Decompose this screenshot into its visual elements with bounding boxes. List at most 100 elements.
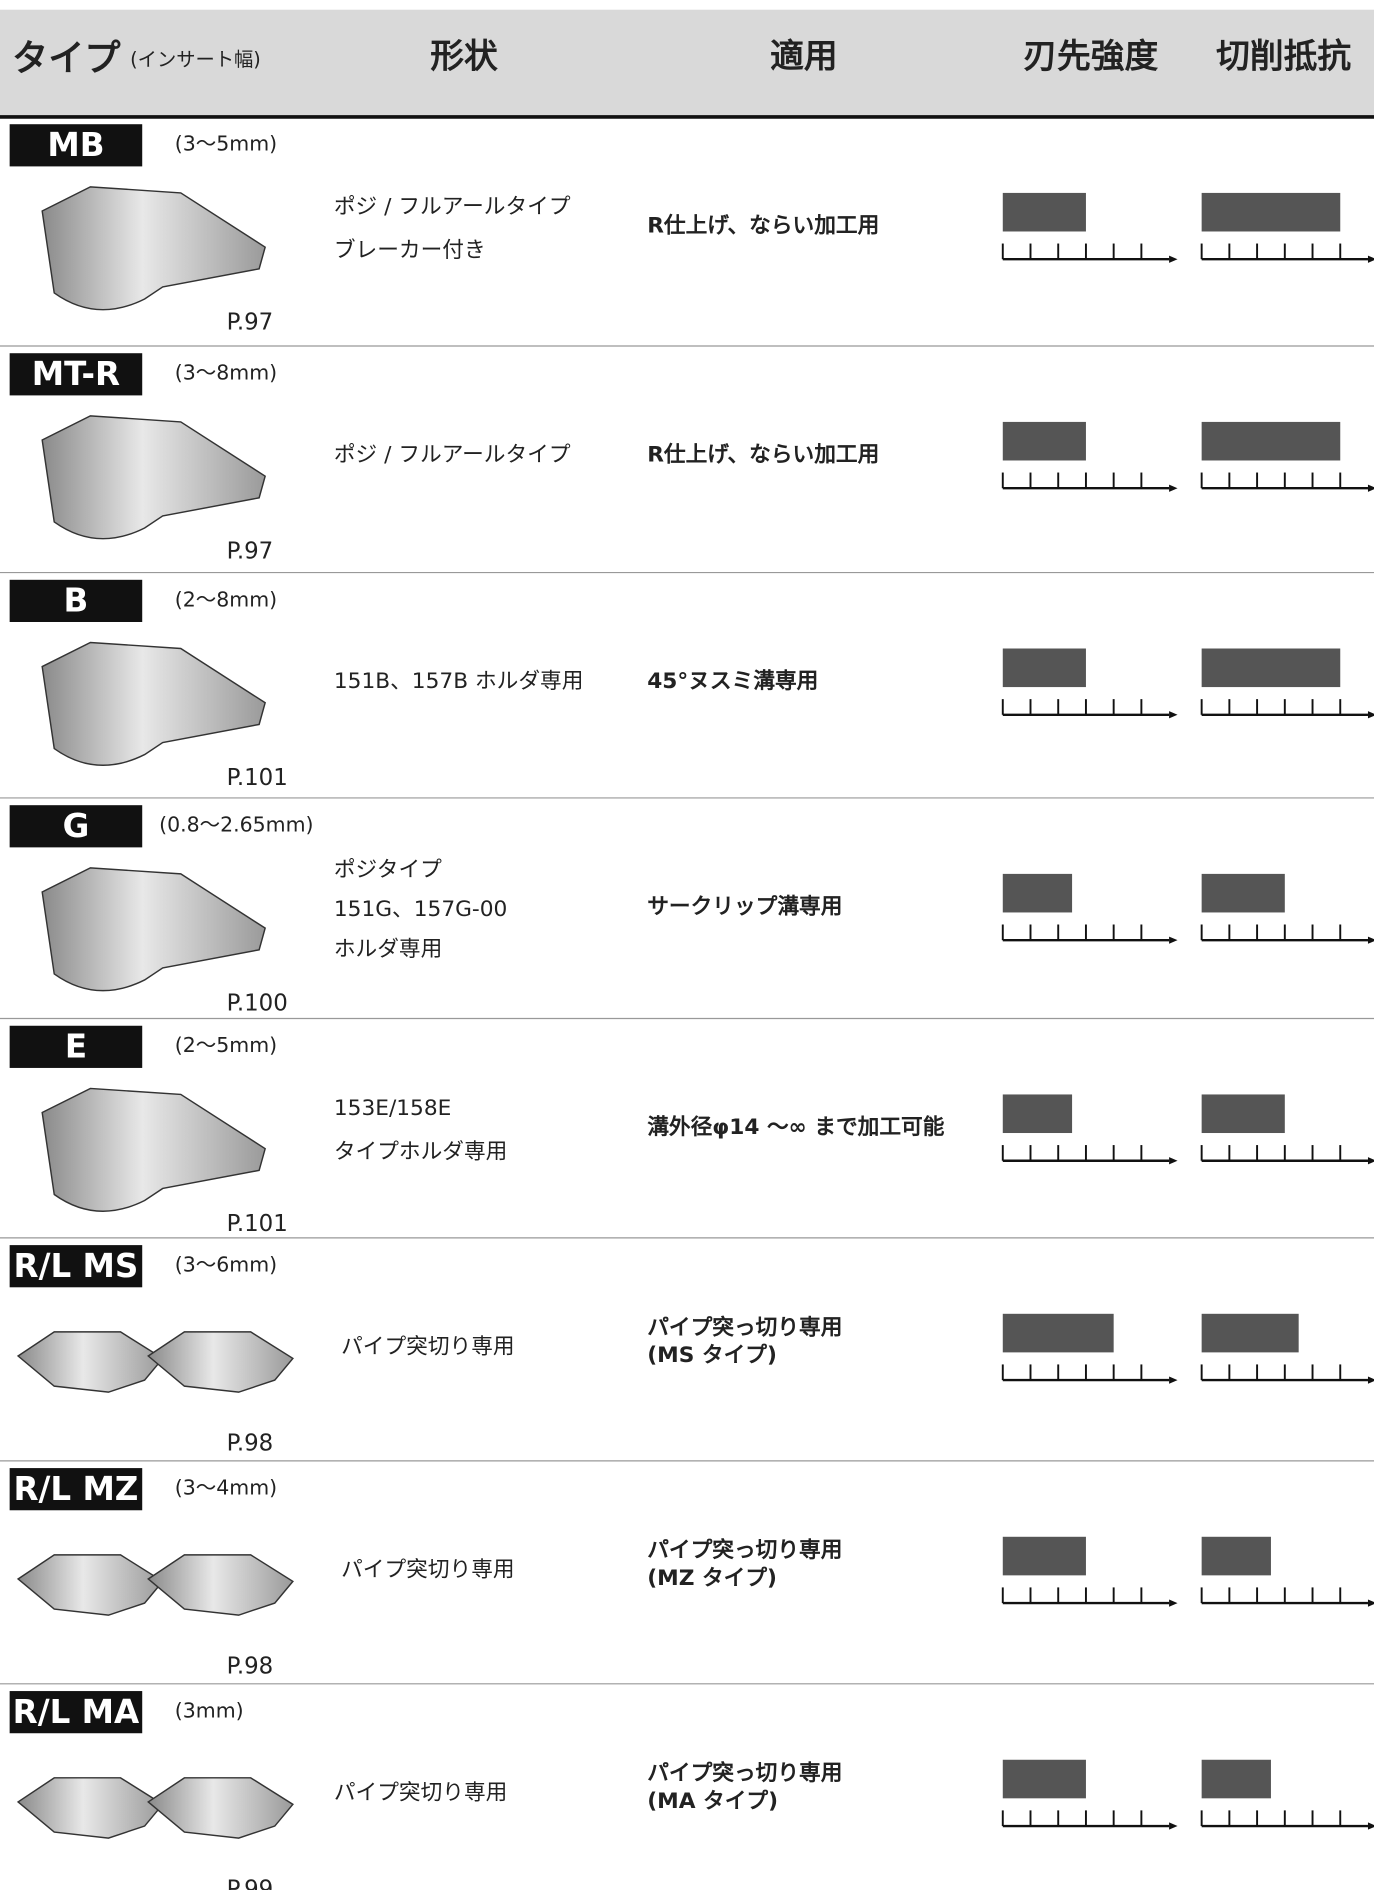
gauge-bar: [1002, 421, 1086, 461]
gauge-bar: [1201, 192, 1341, 232]
application-text: (MS タイプ): [647, 1343, 777, 1368]
application-text: R仕上げ、ならい加工用: [647, 443, 879, 468]
gauge-bar: [1002, 1759, 1086, 1799]
insert-image: [16, 1554, 164, 1616]
type-badge: [9, 579, 143, 622]
application-text: 溝外径φ14 〜∞ まで加工可能: [647, 1114, 944, 1140]
application-text: パイプ突っ切り専用: [647, 1760, 842, 1786]
insert-image: [147, 1554, 294, 1616]
application-text: 45°ヌスミ溝専用: [647, 668, 818, 694]
type-name: MB: [47, 126, 104, 164]
gauge-bar: [1201, 1759, 1271, 1799]
application-text: サークリップ溝専用: [647, 894, 842, 920]
insert-image: [41, 641, 266, 766]
insert-width: (0.8〜2.65mm): [159, 813, 313, 837]
gauge-arrow: [1169, 1599, 1178, 1607]
insert-image: [16, 1777, 164, 1839]
gauge-bar: [1002, 1313, 1114, 1353]
type-badge: [9, 124, 143, 167]
insert-image: [16, 1331, 164, 1393]
insert-image: [41, 1087, 266, 1212]
gauge-arrow: [1367, 711, 1374, 719]
insert-image: [147, 1777, 294, 1839]
gauge-arrow: [1169, 1157, 1178, 1165]
type-badge: [9, 353, 143, 396]
page-ref: P.101: [227, 765, 288, 791]
shape-text: ブレーカー付き: [334, 238, 486, 263]
insert-width: (3〜8mm): [175, 361, 277, 385]
application-text: (MZ タイプ): [647, 1566, 777, 1591]
insert-image: [41, 867, 266, 992]
type-name: G: [63, 807, 90, 845]
gauge-bar: [1002, 648, 1086, 688]
type-badge: [9, 1691, 143, 1734]
insert-image: [41, 415, 266, 540]
shape-text: ポジ / フルアールタイプ: [334, 194, 571, 219]
type-badge: [9, 1468, 143, 1511]
insert-width: (3mm): [175, 1699, 244, 1723]
type-badge: [9, 1245, 143, 1288]
header-resistance: 切削抵抗: [1216, 36, 1351, 75]
gauge-bar: [1002, 192, 1086, 232]
type-badge: [9, 1025, 143, 1068]
gauge-arrow: [1367, 1376, 1374, 1384]
insert-width: (3〜5mm): [175, 132, 277, 156]
page-ref: P.99: [227, 1876, 274, 1890]
insert-width: (2〜8mm): [175, 587, 277, 611]
insert-width: (2〜5mm): [175, 1033, 277, 1057]
shape-text: パイプ突切り専用: [341, 1558, 515, 1583]
gauge-arrow: [1367, 484, 1374, 492]
header-type: タイプ: [12, 36, 121, 79]
header-band: [0, 9, 1374, 116]
gauge-bar: [1201, 648, 1341, 688]
gauge-arrow: [1169, 1376, 1178, 1384]
gauge-arrow: [1169, 936, 1178, 944]
shape-text: ホルダ専用: [334, 937, 442, 962]
insert-width: (3〜6mm): [175, 1253, 277, 1277]
shape-text: 151B、157B ホルダ専用: [334, 669, 584, 694]
gauge-bar: [1201, 421, 1341, 461]
application-text: R仕上げ、ならい加工用: [647, 214, 879, 239]
header-application: 適用: [770, 36, 837, 75]
type-name: R/L MZ: [13, 1470, 138, 1508]
gauge-bar: [1002, 1536, 1086, 1576]
page-ref: P.97: [227, 310, 274, 336]
shape-text: 153E/158E: [334, 1096, 452, 1121]
gauge-bar: [1201, 1094, 1285, 1134]
type-name: MT-R: [32, 355, 120, 393]
page-ref: P.98: [227, 1653, 274, 1679]
shape-text: ポジタイプ: [334, 857, 442, 882]
gauge-arrow: [1367, 1822, 1374, 1830]
insert-width: (3〜4mm): [175, 1476, 277, 1500]
insert-image: [147, 1331, 294, 1393]
gauge-bar: [1201, 873, 1285, 913]
type-name: R/L MA: [13, 1693, 140, 1731]
header-shape: 形状: [430, 36, 498, 75]
page-ref: P.100: [227, 991, 288, 1017]
gauge-bar: [1201, 1313, 1299, 1353]
type-badge: [9, 805, 143, 848]
application-text: パイプ突っ切り専用: [647, 1314, 842, 1340]
gauge-arrow: [1169, 484, 1178, 492]
gauge-bar: [1002, 873, 1073, 913]
shape-text: ポジ / フルアールタイプ: [334, 443, 571, 468]
header-strength: 刃先強度: [1023, 36, 1158, 75]
insert-image: [41, 186, 266, 311]
gauge-arrow: [1169, 255, 1178, 263]
header-type-note: (インサート幅): [130, 48, 261, 71]
type-name: R/L MS: [14, 1247, 139, 1285]
application-text: (MA タイプ): [647, 1789, 778, 1814]
type-name: E: [65, 1028, 87, 1066]
shape-text: パイプ突切り専用: [334, 1781, 508, 1806]
gauge-bar: [1002, 1094, 1073, 1134]
gauge-arrow: [1367, 1157, 1374, 1165]
gauge-arrow: [1169, 1822, 1178, 1830]
gauge-bar: [1201, 1536, 1271, 1576]
gauge-arrow: [1367, 255, 1374, 263]
page-ref: P.98: [227, 1430, 274, 1456]
type-name: B: [64, 582, 89, 620]
shape-text: 151G、157G-00: [334, 897, 508, 922]
page-ref: P.101: [227, 1211, 288, 1237]
